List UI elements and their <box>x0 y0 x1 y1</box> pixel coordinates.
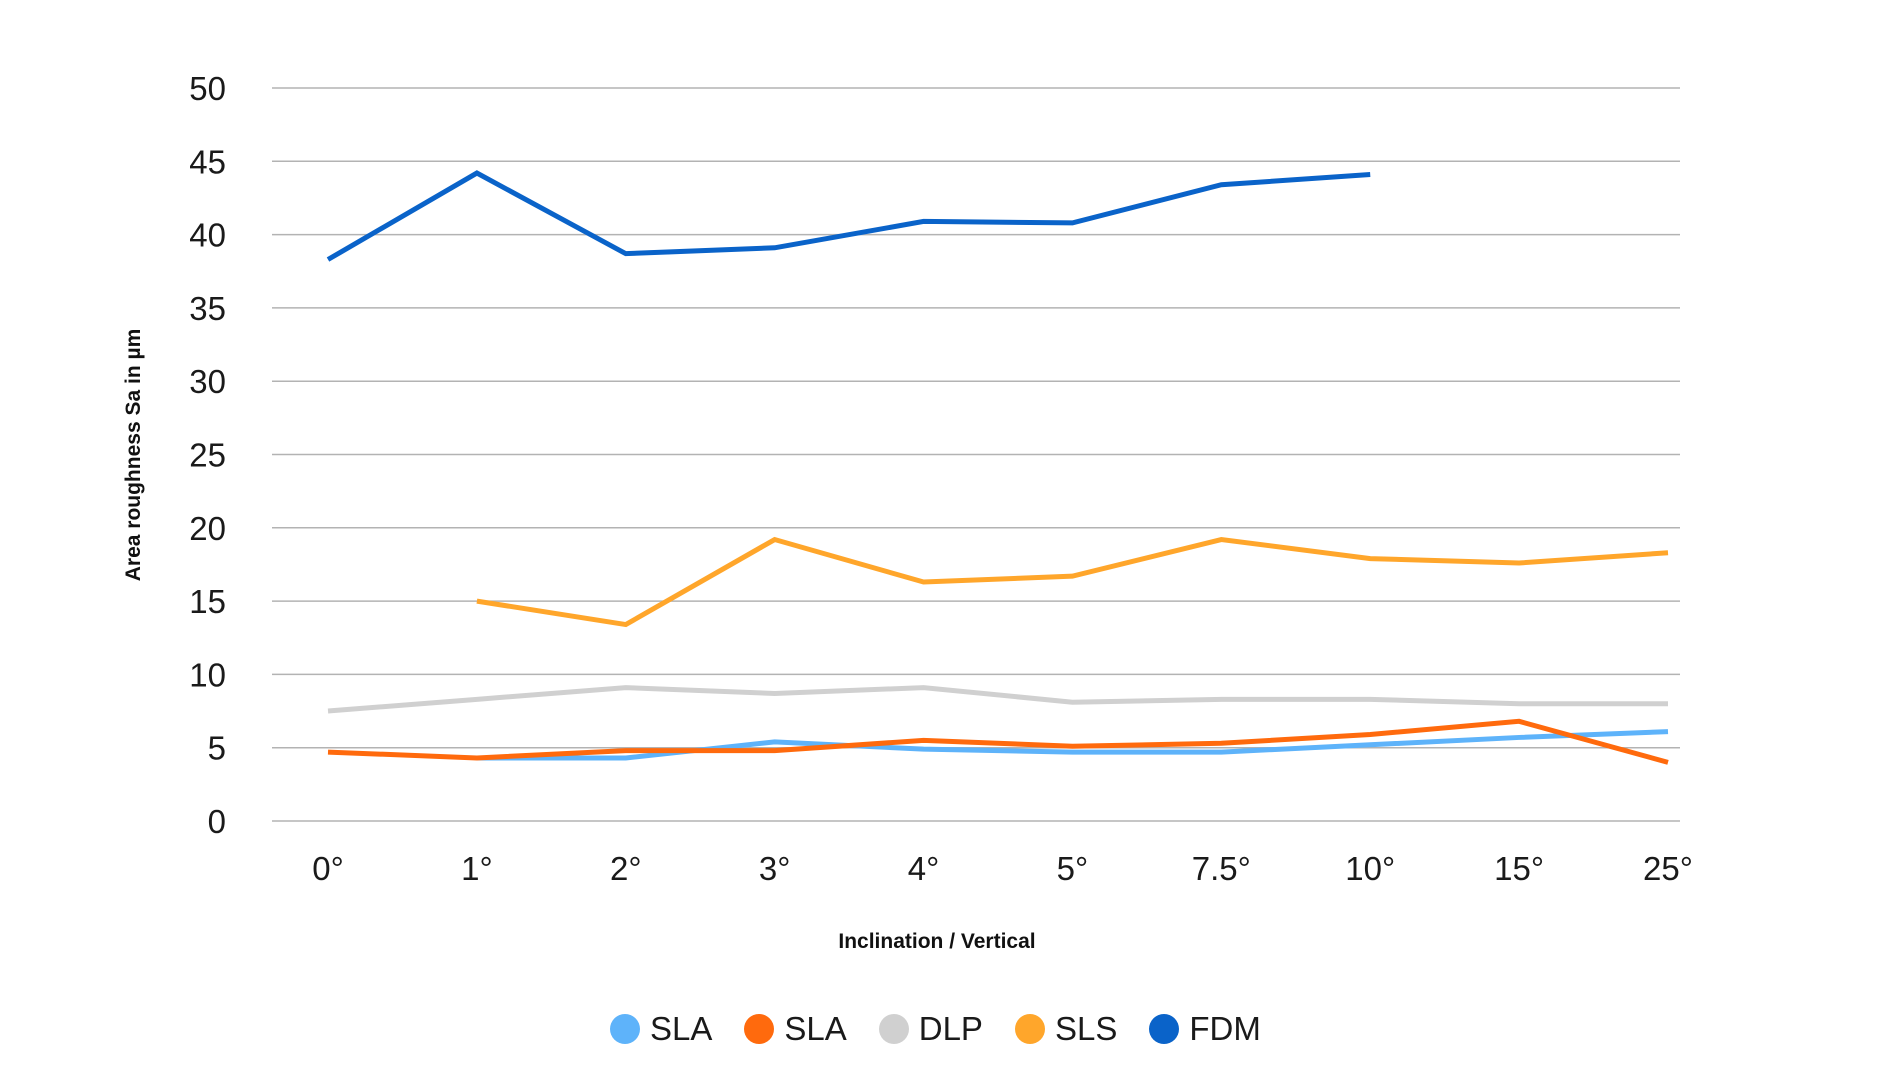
y-axis-title: Area roughness Sa in µm <box>122 329 145 582</box>
y-tick-label: 15 <box>189 583 226 620</box>
legend-label: SLA <box>784 1010 847 1047</box>
legend-label: DLP <box>918 1010 983 1047</box>
legend-label: SLS <box>1054 1010 1118 1047</box>
legend-item-sls[interactable]: SLS <box>1014 1010 1118 1048</box>
legend-item-fdm[interactable]: FDM <box>1149 1010 1261 1048</box>
legend-item-sla[interactable]: SLA <box>744 1010 847 1048</box>
legend-swatch-icon <box>1014 1014 1045 1044</box>
series-line-sla-1 <box>327 718 1669 765</box>
legend-swatch-icon <box>878 1014 909 1044</box>
legend-item-sla[interactable]: SLA <box>610 1010 712 1048</box>
y-tick-label: 35 <box>189 290 226 327</box>
y-tick-label: 10 <box>189 656 226 693</box>
legend-swatch-icon <box>1149 1014 1180 1044</box>
y-tick-label: 50 <box>189 70 226 107</box>
y-tick-label: 30 <box>189 363 226 400</box>
x-tick-label: 0° <box>312 850 344 887</box>
x-tick-label: 4° <box>908 850 940 887</box>
y-tick-label: 40 <box>189 217 226 254</box>
x-axis-ticks: 0° 1° 2° 3° 4° 5° 7.5° 10° 15° 25° <box>312 850 1693 887</box>
y-tick-label: 5 <box>208 730 226 767</box>
gridlines <box>272 87 1680 822</box>
x-tick-label: 7.5° <box>1192 850 1251 887</box>
legend-label: FDM <box>1189 1010 1261 1047</box>
y-axis-ticks: 0 5 10 15 20 25 30 35 40 45 50 <box>189 70 226 840</box>
legend-items: SLA SLA DLP SLS FDM <box>610 1010 1293 1048</box>
x-tick-label: 1° <box>461 850 493 887</box>
x-tick-label: 3° <box>759 850 791 887</box>
y-tick-label: 20 <box>189 510 226 547</box>
x-tick-label: 15° <box>1494 850 1544 887</box>
x-tick-label: 25° <box>1643 850 1693 887</box>
series-line-fdm-4 <box>326 170 1371 262</box>
x-tick-label: 2° <box>610 850 642 887</box>
legend-label: SLA <box>650 1010 713 1047</box>
legend-swatch-icon <box>744 1014 775 1044</box>
x-tick-label: 10° <box>1345 850 1395 887</box>
series-line-sls-3 <box>476 536 1669 628</box>
y-tick-label: 45 <box>189 143 226 180</box>
series-line-dlp-2 <box>327 685 1668 714</box>
series-lines <box>326 170 1669 765</box>
x-axis-title: Inclination / Vertical <box>838 930 1035 953</box>
y-tick-label: 0 <box>208 803 226 840</box>
legend-swatch-icon <box>610 1014 640 1044</box>
y-tick-label: 25 <box>189 437 226 474</box>
x-tick-label: 5° <box>1057 850 1089 887</box>
legend-item-dlp[interactable]: DLP <box>878 1010 983 1048</box>
